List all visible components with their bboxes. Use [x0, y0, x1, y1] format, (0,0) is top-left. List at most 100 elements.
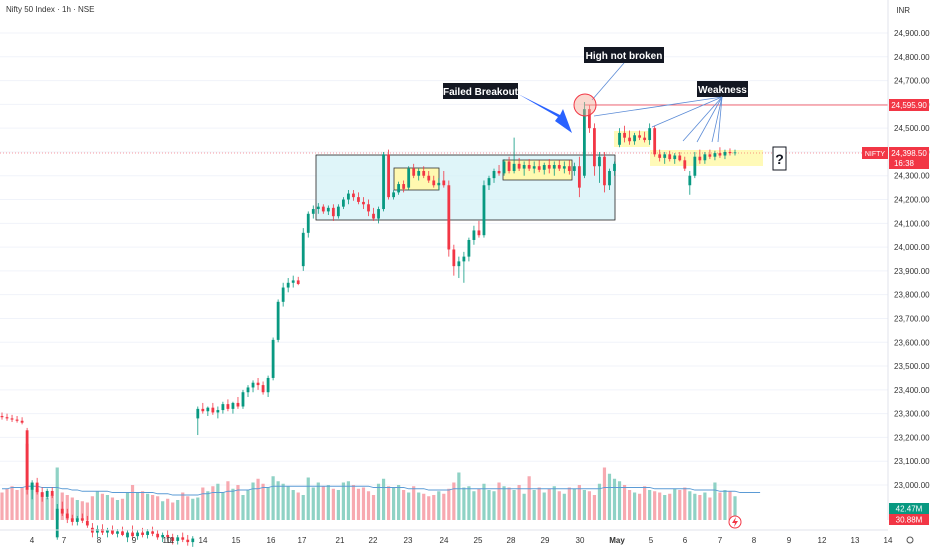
candle-body: [572, 166, 576, 171]
candle-body: [708, 154, 712, 157]
price-tick: 23,600.00: [894, 338, 930, 347]
candle-body: [442, 180, 446, 186]
candle-body: [407, 168, 411, 188]
volume-bar: [346, 481, 351, 520]
candle-body: [65, 513, 69, 519]
volume-bar: [371, 495, 376, 520]
candle-body: [101, 529, 104, 533]
candle-body: [336, 206, 340, 217]
volume-bar: [351, 485, 356, 520]
volume-bar: [20, 487, 24, 520]
time-tick: 9: [132, 536, 137, 545]
high-not-broken-label: High not broken: [586, 51, 663, 62]
candle-body: [537, 166, 541, 170]
candle-body: [216, 410, 220, 413]
time-tick: May: [609, 536, 625, 545]
volume-bar: [196, 497, 200, 520]
volume-bar: [125, 492, 130, 520]
price-tick: 23,800.00: [894, 291, 930, 300]
volume-bar: [427, 496, 431, 520]
candle-body: [482, 185, 486, 236]
volume-bar: [15, 490, 19, 520]
candle-body: [733, 152, 737, 154]
candle-body: [457, 261, 461, 267]
candle-body: [291, 280, 295, 283]
candle-body: [693, 156, 697, 176]
candle-body: [316, 206, 320, 210]
volume-bar: [402, 490, 406, 520]
candle-body: [221, 404, 225, 411]
price-tick: 24,900.00: [894, 29, 930, 38]
volume-bar: [432, 495, 436, 520]
volume-bar: [361, 487, 366, 520]
volume-bar: [50, 495, 54, 520]
candle-body: [30, 482, 34, 490]
chart-title: Nifty 50 Index · 1h · NSE: [6, 5, 95, 14]
candle-body: [251, 382, 255, 388]
volume-value-1: 42.47M: [896, 505, 923, 514]
volume-bar: [683, 487, 687, 520]
volume-bar: [271, 476, 275, 520]
volume-bar: [341, 482, 345, 520]
candle-body: [236, 402, 240, 407]
candle-body: [161, 534, 165, 538]
candle-body: [382, 154, 385, 210]
candle-body: [111, 530, 114, 534]
candle-body: [728, 151, 732, 154]
volume-bar: [306, 477, 310, 520]
volume-bar: [658, 492, 662, 520]
candle-body: [522, 165, 526, 169]
failed-breakout-label: Failed Breakout: [443, 87, 519, 98]
volume-bar: [723, 490, 727, 520]
volume-ma-line: [2, 485, 761, 496]
candle-body: [613, 163, 616, 171]
volume-bar: [231, 488, 235, 520]
volume-bar: [467, 486, 471, 520]
resistance-value: 24,595.90: [891, 101, 927, 110]
volume-bar: [226, 481, 230, 520]
volume-bar: [412, 486, 416, 520]
candle-body: [547, 165, 551, 169]
volume-bar: [567, 487, 571, 520]
volume-bar: [457, 472, 461, 520]
candle-body: [668, 154, 672, 160]
candle-body: [412, 168, 416, 176]
volume-bar: [587, 491, 592, 520]
candle-body: [286, 282, 290, 288]
countdown-value: 16:38: [894, 159, 915, 168]
candle-body: [422, 170, 426, 176]
volume-bar: [477, 488, 481, 520]
candle-body: [45, 490, 49, 497]
price-axis[interactable]: 24,900.0024,800.0024,700.0024,600.0024,5…: [894, 29, 930, 490]
volume-bar: [171, 502, 175, 520]
candle-body: [452, 249, 456, 267]
lightning-icon[interactable]: [728, 515, 742, 529]
volume-bar: [186, 496, 190, 520]
volume-bar: [276, 481, 280, 520]
volume-bar: [668, 493, 672, 520]
volume-bar: [407, 492, 411, 520]
time-tick: 22: [369, 536, 378, 545]
volume-bar: [673, 488, 677, 520]
candle-body: [55, 508, 59, 538]
candle-body: [156, 533, 160, 538]
candle-body: [618, 132, 621, 145]
settings-gear-icon[interactable]: [906, 536, 914, 544]
volume-bar: [326, 485, 330, 520]
candle-body: [598, 156, 601, 167]
time-tick: 6: [683, 536, 688, 545]
candle-body: [643, 137, 647, 141]
time-tick: 30: [576, 536, 585, 545]
volume-bar: [251, 482, 255, 520]
volume-bar: [311, 487, 315, 520]
volume-bar: [602, 467, 607, 520]
time-tick: 5: [649, 536, 654, 545]
last-price-badge: 24,398.50 16:38: [889, 147, 929, 169]
volume-bar: [40, 492, 44, 520]
volume-bar: [653, 491, 657, 520]
volume-bar: [452, 482, 456, 520]
time-tick: 28: [507, 536, 516, 545]
volume-bar: [256, 478, 260, 520]
